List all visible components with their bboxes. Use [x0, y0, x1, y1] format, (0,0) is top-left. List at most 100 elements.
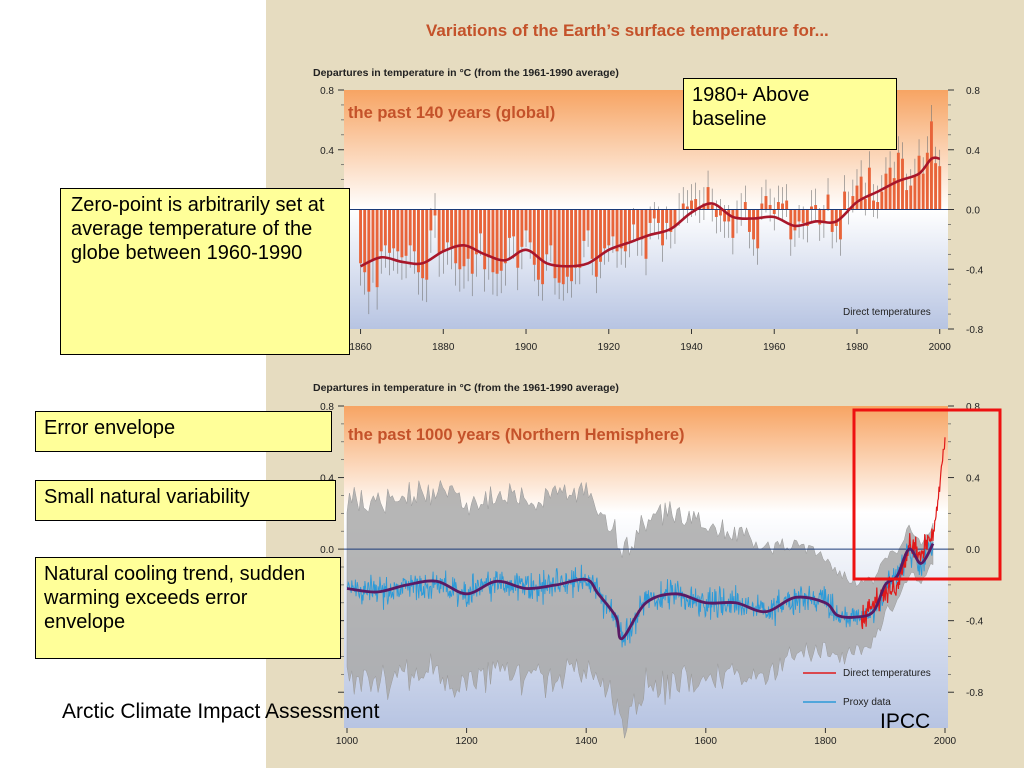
bar-1970	[814, 205, 818, 210]
bar-1935	[669, 209, 673, 232]
bar-1930	[648, 209, 652, 223]
bar-1959	[768, 205, 772, 210]
chart-1000-smoothed-curve	[346, 543, 935, 641]
bar-1961	[776, 202, 780, 210]
callout-zero-point: Zero-point is arbitrarily set at average…	[60, 188, 350, 355]
bar-1882	[450, 209, 454, 247]
bar-1885	[462, 209, 466, 267]
x-tick-label-1900: 1900	[515, 342, 538, 353]
bar-1862	[367, 209, 371, 292]
bar-1910	[565, 209, 569, 277]
bar-1906	[549, 209, 553, 246]
bar-1925	[628, 209, 631, 241]
bar-1863	[371, 209, 375, 261]
bar-1971	[818, 209, 822, 225]
bar-1886	[466, 209, 470, 259]
bar-1979	[851, 196, 855, 210]
chart-140-title: the past 140 years (global)	[348, 104, 555, 122]
x-tick-label-1980: 1980	[846, 342, 869, 353]
bar-1982	[863, 199, 867, 210]
bar-1962	[781, 203, 784, 210]
bar-1894	[499, 209, 503, 271]
y-tick-label-left-3: 0.4	[320, 146, 334, 157]
bar-1913	[578, 209, 582, 268]
bar-1878	[433, 209, 437, 216]
bar-1966	[797, 209, 801, 222]
bar-1955	[752, 209, 756, 240]
bar-1880	[441, 209, 445, 252]
bar-1945	[710, 205, 714, 210]
bar-1908	[557, 209, 561, 283]
bar-1928	[640, 209, 644, 240]
recent-warming-highlight-box	[852, 408, 1002, 581]
bar-1887	[470, 209, 474, 274]
bar-1920	[607, 209, 611, 246]
bar-1919	[603, 209, 607, 249]
bar-1888	[474, 209, 478, 255]
y-tick-label-right-3: 0.4	[966, 146, 980, 157]
bar-1896	[508, 209, 511, 238]
bar-1922	[615, 209, 619, 252]
bar-2000	[938, 166, 942, 210]
y-tick-label-left-4: 0.8	[320, 86, 334, 97]
y-tick-label-right-3: 0.4	[966, 474, 980, 485]
chart-1000-ylabel: Departures in temperature in °C (from th…	[313, 382, 619, 394]
bar-1995	[917, 155, 921, 210]
bar-1969	[810, 206, 813, 210]
bar-1944	[706, 187, 710, 210]
bar-1936	[673, 209, 677, 228]
bar-1870	[400, 209, 404, 258]
bar-1883	[454, 209, 458, 264]
bar-1921	[611, 209, 615, 237]
bar-1957	[760, 203, 764, 210]
bar-1905	[545, 209, 549, 255]
bar-1965	[793, 209, 797, 231]
bar-1972	[822, 209, 826, 222]
callout-cooling-trend: Natural cooling trend, sudden warming ex…	[35, 557, 341, 659]
bar-1898	[516, 209, 520, 268]
y-tick-label-right-1: -0.4	[966, 617, 984, 628]
bar-1994	[913, 175, 917, 210]
bar-1973	[826, 194, 830, 210]
bar-1884	[458, 209, 462, 270]
bar-1917	[594, 209, 598, 277]
bar-1873	[412, 209, 416, 252]
bar-1911	[570, 209, 573, 282]
bar-1980	[855, 185, 859, 210]
bar-1875	[421, 209, 425, 279]
bar-1947	[719, 209, 722, 216]
bar-1891	[487, 209, 491, 258]
bar-1999	[934, 163, 938, 210]
bar-1983	[867, 167, 871, 210]
bar-1900	[524, 209, 528, 231]
bar-1960	[772, 209, 776, 214]
bar-1871	[404, 209, 408, 256]
chart-1000-years: Departures in temperature in °C (from th…	[313, 382, 1002, 747]
bar-1902	[532, 209, 536, 265]
bar-1977	[843, 191, 847, 210]
bar-1931	[652, 209, 656, 219]
bar-1992	[905, 190, 909, 210]
bar-1897	[512, 209, 516, 237]
bar-1939	[685, 206, 689, 210]
bar-1953	[743, 202, 747, 210]
x-tick-label-1860: 1860	[349, 342, 372, 353]
bar-1981	[859, 176, 863, 210]
bar-1918	[599, 209, 602, 262]
bar-1864	[375, 209, 379, 288]
callout-error-envelope: Error envelope	[35, 411, 332, 452]
bar-1951	[735, 209, 739, 217]
bar-1868	[392, 209, 396, 249]
bar-1958	[764, 196, 768, 210]
y-tick-label-left-3: 0.4	[320, 474, 334, 485]
bar-1889	[479, 209, 482, 234]
bar-1901	[528, 209, 532, 243]
y-tick-label-right-4: 0.8	[966, 402, 980, 413]
bar-1991	[901, 158, 904, 210]
bar-1872	[408, 209, 412, 246]
bar-1926	[632, 209, 636, 225]
y-tick-label-right-2: 0.0	[966, 545, 980, 556]
bar-1877	[429, 209, 433, 231]
chart-1000-legend: Direct temperatures Proxy data	[803, 668, 931, 708]
